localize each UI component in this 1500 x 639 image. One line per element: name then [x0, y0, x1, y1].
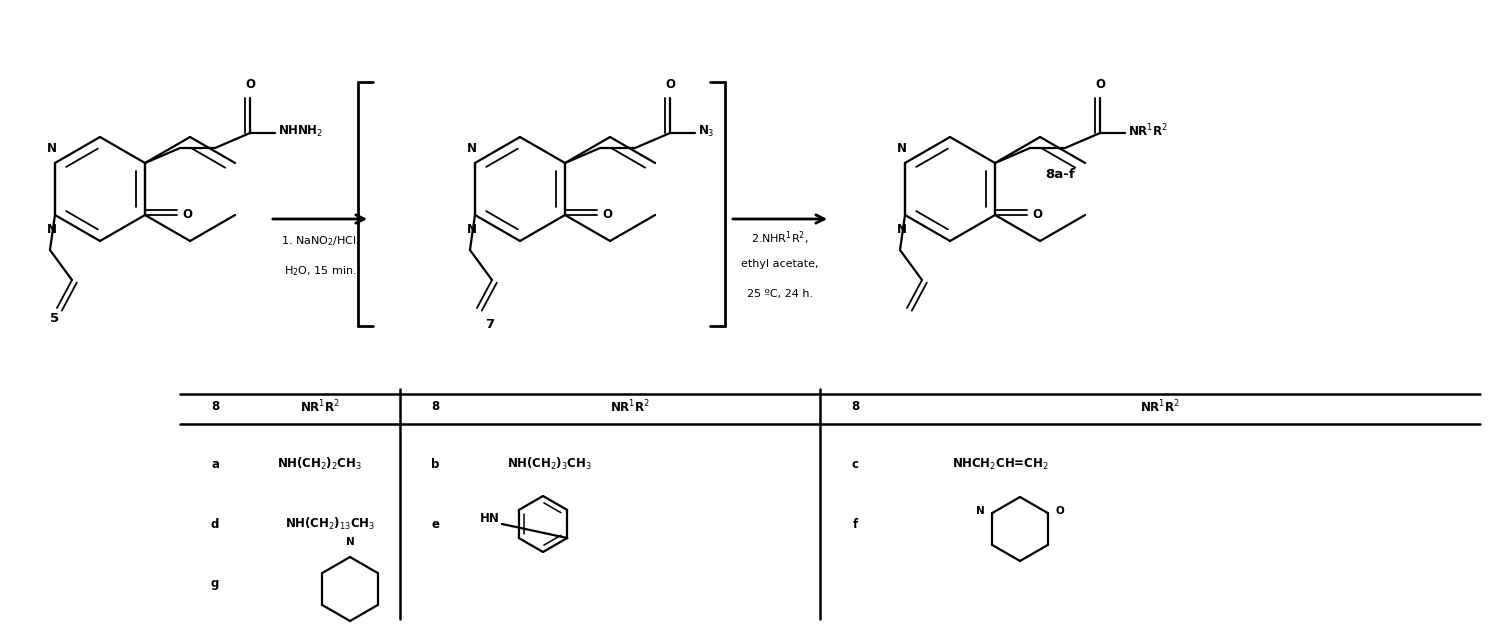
Text: NR$^1$R$^2$: NR$^1$R$^2$ [300, 399, 340, 415]
Text: f: f [852, 518, 858, 530]
Text: NHNH$_2$: NHNH$_2$ [278, 123, 322, 139]
Text: 8: 8 [850, 401, 859, 413]
Text: H$_2$O, 15 min.: H$_2$O, 15 min. [284, 264, 357, 278]
Text: N: N [897, 223, 908, 236]
Text: N: N [46, 142, 57, 155]
Text: e: e [430, 518, 439, 530]
Text: 2.NHR$^1$R$^2$,: 2.NHR$^1$R$^2$, [752, 229, 808, 247]
Text: 5: 5 [51, 312, 60, 325]
Text: O: O [1095, 78, 1106, 91]
Text: ethyl acetate,: ethyl acetate, [741, 259, 819, 269]
Text: 7: 7 [486, 318, 495, 330]
Text: NR$^1$R$^2$: NR$^1$R$^2$ [610, 399, 650, 415]
Text: d: d [211, 518, 219, 530]
Text: g: g [211, 578, 219, 590]
Text: N: N [345, 537, 354, 547]
Text: 25 ºC, 24 h.: 25 ºC, 24 h. [747, 289, 813, 299]
Text: 8: 8 [430, 401, 439, 413]
Text: NH(CH$_2$)$_3$CH$_3$: NH(CH$_2$)$_3$CH$_3$ [507, 456, 592, 472]
Text: NHCH$_2$CH=CH$_2$: NHCH$_2$CH=CH$_2$ [951, 456, 1048, 472]
Text: N: N [46, 223, 57, 236]
Text: a: a [211, 458, 219, 470]
Text: NH(CH$_2$)$_{13}$CH$_3$: NH(CH$_2$)$_{13}$CH$_3$ [285, 516, 375, 532]
Text: N: N [466, 142, 477, 155]
Text: O: O [244, 78, 255, 91]
Text: 8a-f: 8a-f [1046, 167, 1076, 180]
Text: HN: HN [480, 512, 500, 525]
Text: O: O [1032, 208, 1042, 222]
Text: O: O [1056, 506, 1065, 516]
Text: O: O [182, 208, 192, 222]
Text: N: N [897, 142, 908, 155]
Text: b: b [430, 458, 439, 470]
Text: N: N [975, 506, 984, 516]
Text: NH(CH$_2$)$_2$CH$_3$: NH(CH$_2$)$_2$CH$_3$ [278, 456, 363, 472]
Text: O: O [664, 78, 675, 91]
Text: N: N [466, 223, 477, 236]
Text: c: c [852, 458, 858, 470]
Text: 1. NaNO$_2$/HCl,: 1. NaNO$_2$/HCl, [280, 234, 360, 248]
Text: N$_3$: N$_3$ [698, 123, 714, 139]
Text: NR$^1$R$^2$: NR$^1$R$^2$ [1128, 123, 1168, 139]
Text: O: O [602, 208, 612, 222]
Text: 8: 8 [211, 401, 219, 413]
Text: NR$^1$R$^2$: NR$^1$R$^2$ [1140, 399, 1180, 415]
